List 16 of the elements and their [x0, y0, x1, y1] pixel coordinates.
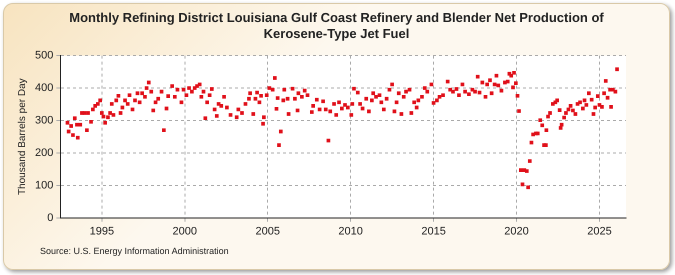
x-tick-label: 1995 [90, 225, 114, 238]
x-tick-label: 2005 [255, 225, 280, 238]
y-tick-label: 0 [47, 212, 54, 224]
y-tick-label: 100 [34, 179, 54, 192]
x-tick-label: 2025 [587, 225, 612, 238]
x-tick-label: 2020 [504, 225, 529, 238]
chart-title: Monthly Refining District Louisiana Gulf Coast Refinery and Blender Net Production of Kerosene-Type Jet Fuel [68, 9, 605, 42]
y-tick-label: 200 [34, 146, 54, 159]
y-tick-label: 400 [34, 82, 54, 94]
source-note: Source: U.S. Energy Information Administration [40, 246, 229, 256]
x-tick-label: 2010 [338, 225, 363, 238]
x-tick-label: 2015 [421, 225, 446, 238]
y-tick-label: 300 [34, 114, 54, 127]
y-tick-label: 500 [34, 50, 54, 62]
x-tick-label: 2000 [172, 225, 198, 238]
y-axis-title: Thousand Barrels per Day [16, 78, 28, 196]
